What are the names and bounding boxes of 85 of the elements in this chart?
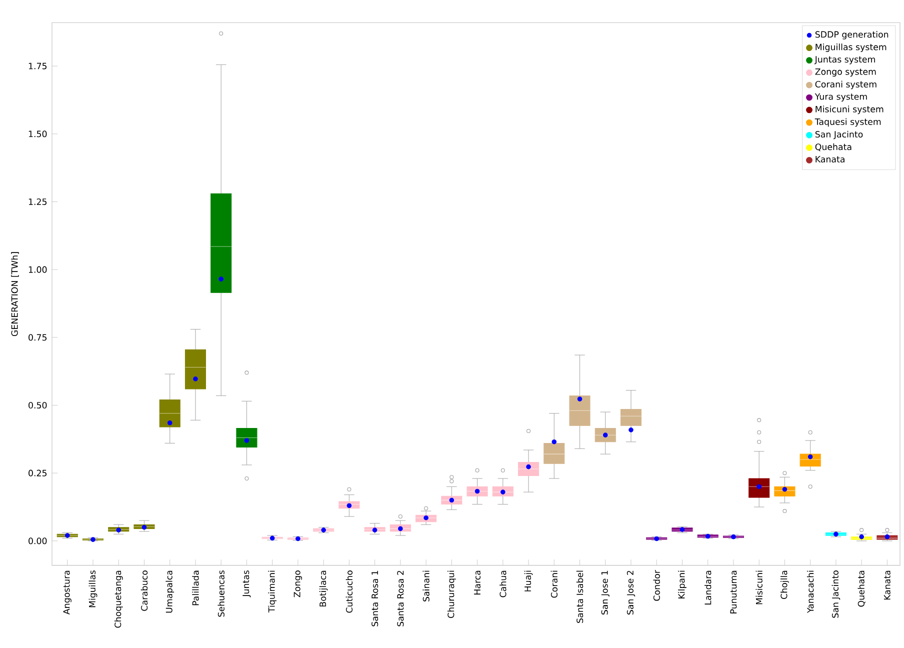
point	[167, 420, 172, 426]
x-tick-label: Juntas	[242, 570, 251, 598]
x-tick-label: San Jose 1	[601, 570, 610, 614]
y-tick-label: 0.50	[28, 402, 47, 409]
x-tick-label: Sehuencas	[218, 570, 224, 617]
point	[270, 536, 275, 541]
point	[705, 534, 710, 539]
point	[500, 490, 506, 494]
point	[756, 484, 762, 490]
y-tick-label: 1.75	[28, 62, 47, 70]
y-tick-label: 0.00	[28, 538, 47, 544]
point	[474, 488, 480, 494]
point	[526, 464, 531, 470]
x-tick-label: Huaji	[524, 570, 533, 592]
point	[321, 528, 326, 532]
y-axis-title: GENERATION [TWh]	[11, 252, 19, 336]
y-tick-label: 1.00	[28, 266, 47, 273]
x-tick-label: Miguillas	[88, 570, 98, 608]
legend-label: Corani system	[815, 80, 876, 90]
x-tick-label: Chururaqui	[447, 570, 456, 618]
point	[296, 536, 300, 542]
x-tick-label: Carabuco	[140, 570, 148, 611]
point	[142, 524, 147, 530]
x-tick-label: Chojlla	[780, 570, 789, 599]
point	[372, 528, 378, 532]
x-tick-label: Choquetanga	[114, 570, 123, 628]
point	[398, 526, 403, 532]
x-tick-label: Santa Isabel	[576, 570, 584, 623]
legend-label: Taquesi system	[814, 118, 881, 127]
y-tick-label: 1.25	[28, 198, 47, 206]
point	[449, 498, 454, 503]
y-tick-label: 1.50	[28, 130, 47, 138]
x-tick-label: Misicuni	[756, 570, 762, 604]
x-tick-label: Harca	[474, 570, 481, 594]
x-tick-label: Santa Rosa 2	[397, 570, 404, 626]
x-tick-label: Botijlaca	[319, 570, 328, 606]
point	[116, 528, 122, 532]
x-tick-label: Quehata	[858, 570, 866, 607]
point	[602, 432, 608, 438]
x-tick-label: Tiquimani	[268, 570, 277, 613]
x-tick-label: San Jacinto	[832, 570, 840, 618]
x-tick-label: Umapalca	[166, 570, 174, 613]
point	[218, 276, 224, 282]
legend-label: Juntas system	[814, 56, 875, 64]
x-tick-label: Condor	[653, 570, 660, 601]
x-tick-label: Landara	[704, 570, 712, 604]
legend-label: Yura system	[814, 93, 867, 102]
point	[64, 533, 70, 538]
x-tick-label: Sainani	[422, 570, 430, 602]
y-tick-label: 0.75	[28, 334, 47, 341]
x-tick-label: San Jose 2	[626, 570, 636, 614]
legend-label: Kanata	[816, 156, 844, 162]
point	[628, 428, 634, 432]
x-tick-label: Yanacachi	[806, 570, 814, 614]
point	[782, 486, 788, 492]
legend-label: Miguillas system	[816, 44, 886, 52]
legend-label: Misicuni system	[816, 106, 884, 114]
x-tick-label: Kanata	[884, 570, 890, 600]
x-tick-label: Angostura	[63, 570, 72, 614]
x-tick-label: Cuticucho	[346, 570, 353, 613]
x-tick-label: Punutuma	[730, 570, 737, 614]
point	[680, 527, 685, 532]
x-tick-label: Zongo	[294, 570, 302, 598]
point	[731, 534, 736, 540]
point	[244, 438, 250, 443]
point	[424, 515, 428, 520]
point	[808, 454, 813, 460]
point	[90, 537, 96, 542]
x-tick-label: Cahua	[500, 570, 506, 598]
legend-label: San Jacinto	[815, 130, 863, 140]
x-tick-label: Kilpani	[678, 570, 686, 598]
y-tick-label: 0.25	[28, 470, 47, 476]
legend-label: Quehata	[815, 143, 852, 152]
legend-label: SDDP generation	[815, 30, 888, 40]
point	[552, 439, 557, 444]
x-tick-label: Palillada	[192, 570, 199, 606]
x-tick-label: Corani	[550, 570, 558, 598]
point	[346, 503, 352, 508]
point	[193, 376, 198, 382]
legend-label: Zongo system	[815, 68, 876, 77]
point	[577, 396, 582, 402]
point	[884, 534, 890, 540]
x-tick-label: Santa Rosa 1	[372, 570, 378, 626]
point	[654, 536, 660, 542]
point	[834, 532, 838, 537]
